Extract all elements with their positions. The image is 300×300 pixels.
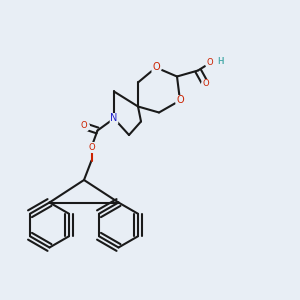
Text: N: N: [110, 113, 118, 124]
Text: O: O: [202, 80, 209, 88]
Text: O: O: [176, 95, 184, 106]
Text: O: O: [88, 142, 95, 152]
Text: O: O: [207, 58, 213, 68]
Text: O: O: [152, 62, 160, 73]
Text: O: O: [176, 95, 184, 106]
Text: O: O: [88, 142, 95, 152]
Text: O: O: [207, 58, 213, 68]
Text: O: O: [202, 80, 209, 88]
Text: H: H: [218, 57, 224, 66]
Text: O: O: [81, 122, 87, 130]
Text: H: H: [218, 57, 224, 66]
Text: O: O: [81, 122, 87, 130]
Text: O: O: [152, 62, 160, 73]
Text: N: N: [110, 113, 118, 124]
